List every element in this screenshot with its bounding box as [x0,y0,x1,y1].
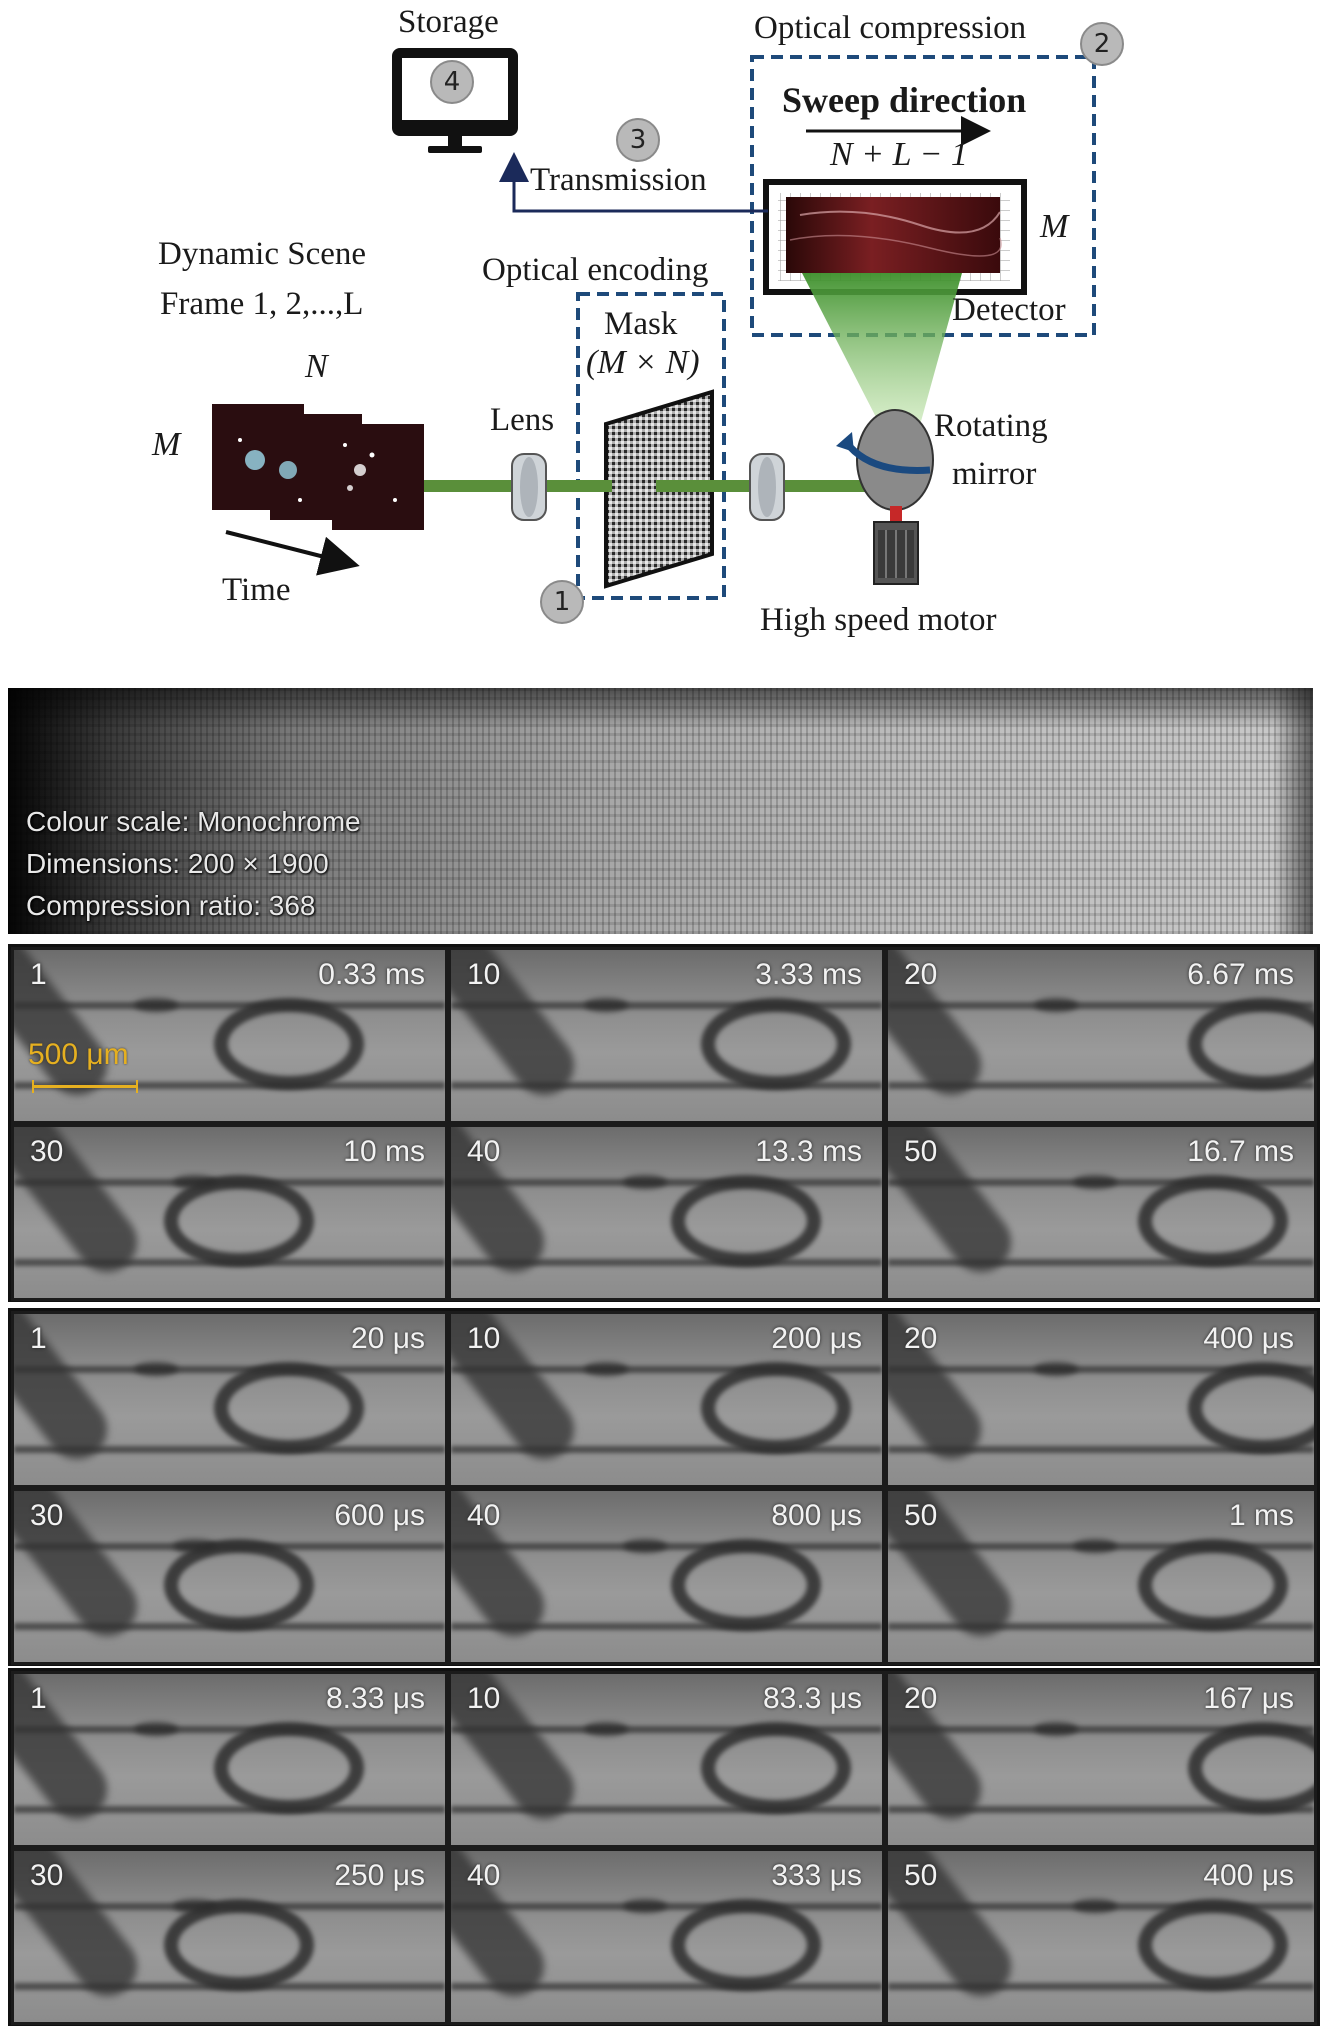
optical-encoding-box [576,292,726,600]
frame-timestamp: 400 μs [1203,1322,1294,1355]
frame-timestamp: 333 μs [771,1859,862,1892]
frame-number: 10 [467,958,501,991]
frame-number: 30 [30,1859,64,1892]
frame-tile: 40 333 μs [448,1848,885,2025]
frame-number: 30 [30,1499,64,1532]
colour-scale-text: Colour scale: Monochrome [26,806,361,837]
frame-timestamp: 600 μs [334,1499,425,1532]
frame-timestamp: 10 ms [343,1135,425,1168]
frame-timestamp: 6.67 ms [1187,958,1294,991]
frame-number: 50 [904,1859,938,1892]
frame-number: 40 [467,1135,501,1168]
frame-grid: 1 20 μs 10 200 μs 20 400 μs 30 600 μs 40 800 μs 50… [8,1308,1320,1666]
step-2-badge: 2 [1080,22,1124,66]
frame-number: 50 [904,1499,938,1532]
scene-cols-label: N [305,348,328,385]
sweep-direction-label: Sweep direction [782,80,1027,120]
frame-tile: 30 10 ms [11,1124,448,1301]
scene-frames-icon [212,404,424,530]
time-label: Time [222,572,291,608]
schematic-drawing [212,48,1096,600]
frame-number: 30 [30,1135,64,1168]
mask-label: Mask [604,306,678,342]
storage-label: Storage [398,4,499,40]
frame-tile: 50 400 μs [885,1848,1317,2025]
frame-tile: 50 1 ms [885,1488,1317,1665]
mask-dims-label: (M × N) [586,344,700,381]
rotating-label: Rotating [934,408,1048,444]
transmission-arrow [499,152,768,213]
frame-number: 40 [467,1859,501,1892]
frame-tile: 1 8.33 μs [11,1671,448,1848]
frame-number: 10 [467,1322,501,1355]
frame-tile: 20 400 μs [885,1311,1317,1488]
frame-tile: 10 200 μs [448,1311,885,1488]
step-1-badge: 1 [540,580,584,624]
frame-tile: 1 0.33 ms 500 μm [11,947,448,1124]
dynamic-scene-label: Dynamic Scene [158,236,367,272]
frame-timestamp: 400 μs [1203,1859,1294,1892]
frame-number: 1 [30,1682,47,1715]
mirror-label: mirror [952,456,1037,492]
optical-encoding-label: Optical encoding [482,252,709,288]
frame-timestamp: 200 μs [771,1322,862,1355]
frame-timestamp: 16.7 ms [1187,1135,1294,1168]
optical-compression-label: Optical compression [754,10,1027,46]
detector-icon [763,179,1027,295]
frame-tile: 50 16.7 ms [885,1124,1317,1301]
transmission-label: Transmission [530,162,707,198]
lens-label: Lens [490,402,555,438]
detector-label: Detector [952,292,1066,328]
frame-number: 50 [904,1135,938,1168]
frame-timestamp: 250 μs [334,1859,425,1892]
frame-timestamp: 13.3 ms [755,1135,862,1168]
frame-number: 20 [904,1682,938,1715]
frame-timestamp: 3.33 ms [755,958,862,991]
scene-rows-label: M [152,426,181,463]
frame-number: 40 [467,1499,501,1532]
frame-timestamp: 8.33 μs [325,1682,425,1715]
frame-number: 1 [30,1322,47,1355]
frame-tile: 10 83.3 μs [448,1671,885,1848]
step-3-badge: 3 [616,118,660,162]
rotating-mirror-icon [836,409,934,511]
lens-1-icon [511,453,547,521]
frame-tile: 10 3.33 ms [448,947,885,1124]
frame-timestamp: 0.33 ms [318,958,425,991]
frame-grid: 1 0.33 ms 500 μm 10 3.33 ms 20 6.67 ms 30 10 ms 4… [8,944,1320,1302]
scale-bar-label: 500 μm [28,1038,129,1071]
motor-label: High speed motor [760,602,997,638]
frame-number: 10 [467,1682,501,1715]
detector-rows-label: M [1040,208,1069,245]
sweep-expression: N + L − 1 [830,136,968,173]
lens-2-icon [749,453,785,521]
frame-timestamp: 800 μs [771,1499,862,1532]
frame-timestamp: 1 ms [1228,1499,1294,1532]
frames-label: Frame 1, 2,...,L [160,286,364,322]
frame-tile: 1 20 μs [11,1311,448,1488]
frame-grid: 1 8.33 μs 10 83.3 μs 20 167 μs 30 250 μs 40 333 μ… [8,1668,1320,2026]
frame-number: 1 [30,958,47,991]
frame-tile: 40 13.3 ms [448,1124,885,1301]
frame-timestamp: 20 μs [351,1322,425,1355]
compression-ratio-text: Compression ratio: 368 [26,890,316,921]
frame-tile: 40 800 μs [448,1488,885,1665]
frame-tile: 30 600 μs [11,1488,448,1665]
scale-bar [32,1080,138,1093]
frame-timestamp: 167 μs [1203,1682,1294,1715]
step-4-badge: 4 [430,60,474,104]
frame-tile: 30 250 μs [11,1848,448,2025]
frame-timestamp: 83.3 μs [762,1682,862,1715]
high-speed-motor-icon [873,506,919,585]
compressed-measurement: Colour scale: Monochrome Dimensions: 200… [8,688,1313,934]
frame-number: 20 [904,958,938,991]
system-schematic: Storage Optical compression Sweep direct… [0,0,1330,660]
dimensions-text: Dimensions: 200 × 1900 [26,848,329,879]
frame-number: 20 [904,1322,938,1355]
frame-tile: 20 6.67 ms [885,947,1317,1124]
frame-tile: 20 167 μs [885,1671,1317,1848]
